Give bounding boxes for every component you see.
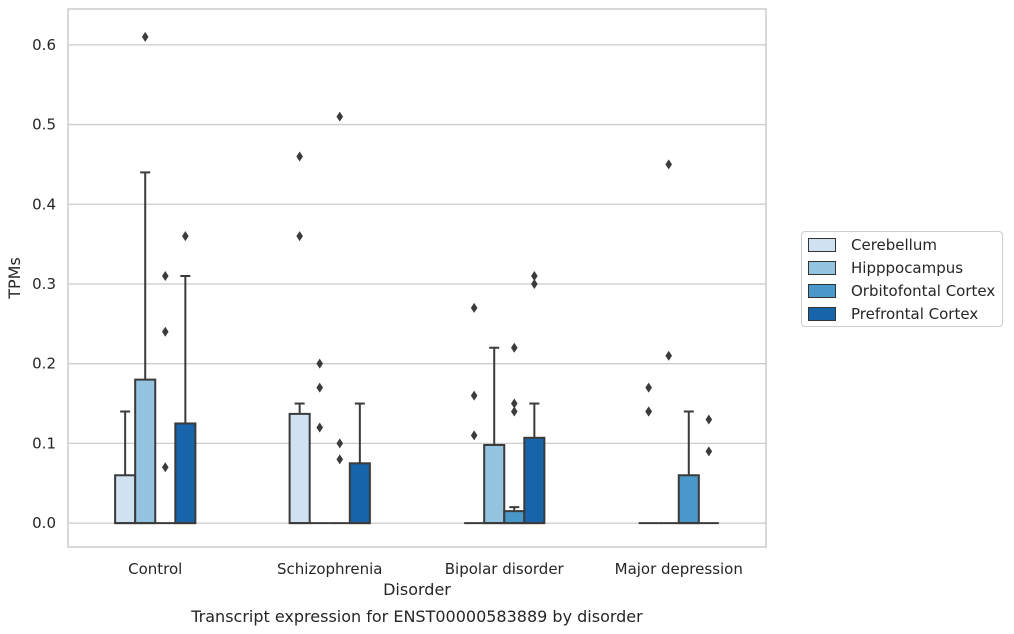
legend-item-prefrontal-cortex: Prefrontal Cortex [808, 303, 978, 325]
chart-title: Transcript expression for ENST0000058388… [190, 607, 643, 626]
legend-item-cerebellum: Cerebellum [808, 234, 937, 256]
outlier-point [182, 231, 189, 242]
box-element [288, 151, 311, 525]
outlier-point [665, 159, 673, 170]
box [483, 443, 506, 525]
outlier-point [531, 271, 538, 282]
box-element [464, 302, 485, 525]
outlier-point [336, 454, 344, 465]
box [677, 474, 700, 525]
box-element [483, 346, 506, 525]
box-element [523, 271, 546, 525]
series-orbitofontal-cortex [155, 111, 700, 525]
box-element [677, 410, 700, 525]
outlier-point [336, 438, 344, 449]
outlier-point [510, 398, 518, 409]
outlier-point [316, 382, 324, 393]
box-element [348, 402, 371, 525]
y-tick-label: 0.5 [32, 116, 56, 134]
outlier-point [470, 302, 478, 313]
y-tick-label: 0.6 [32, 36, 56, 54]
box [288, 412, 311, 525]
box [114, 474, 137, 525]
y-tick-label: 0.1 [32, 434, 56, 452]
legend-label: Orbitofontal Cortex [851, 282, 996, 300]
y-tick-label: 0.3 [32, 275, 56, 293]
outlier-point [141, 31, 149, 42]
series-hipppocampus [134, 31, 679, 525]
x-tick-label: Bipolar disorder [445, 560, 565, 578]
outlier-point [336, 111, 344, 122]
box-element [134, 31, 157, 525]
y-tick-labels: 0.0 0.1 0.2 0.3 0.4 0.5 0.6 [32, 36, 56, 532]
series-cerebellum [114, 151, 659, 525]
x-tick-label: Major depression [615, 560, 743, 578]
plot-frame [67, 8, 767, 548]
outlier-point [665, 350, 673, 361]
legend-swatch [808, 307, 836, 321]
box [174, 422, 197, 525]
outlier-point [470, 430, 478, 441]
outlier-point [161, 462, 169, 473]
box-element [503, 342, 526, 525]
box-element [698, 414, 719, 525]
legend-label: Cerebellum [851, 236, 937, 254]
y-tick-label: 0.4 [32, 195, 56, 213]
outlier-point [161, 271, 169, 282]
outlier-point [510, 342, 518, 353]
box-element [114, 410, 137, 525]
outlier-point [705, 414, 713, 425]
x-tick-label: Schizophrenia [277, 560, 382, 578]
box-series [114, 31, 719, 525]
legend-label: Hipppocampus [851, 259, 964, 277]
y-axis-title: TPMs [5, 257, 24, 300]
outlier-point [470, 390, 478, 401]
legend-label: Prefrontal Cortex [851, 305, 979, 323]
outlier-point [296, 231, 303, 242]
box [348, 462, 371, 525]
outlier-point [316, 358, 324, 369]
box-element [174, 231, 197, 525]
x-axis-title: Disorder [383, 580, 451, 599]
box-element [155, 271, 176, 525]
box-element [309, 358, 330, 525]
outlier-point [705, 446, 713, 457]
box-element [329, 111, 350, 525]
box [134, 378, 157, 525]
legend: Cerebellum Hipppocampus Orbitofontal Cor… [801, 231, 1003, 327]
outlier-point [161, 326, 169, 337]
legend-swatch [808, 238, 836, 252]
outlier-point [531, 278, 538, 289]
x-tick-labels: Control Schizophrenia Bipolar disorder Majo… [128, 560, 743, 578]
outlier-point [645, 406, 652, 417]
box-element [658, 159, 679, 525]
outlier-point [296, 151, 303, 162]
legend-item-orbitofrontal-cortex: Orbitofontal Cortex [808, 280, 995, 302]
y-tick-label: 0.2 [32, 355, 56, 373]
y-tick-label: 0.0 [32, 514, 56, 532]
box [523, 436, 546, 525]
outlier-point [316, 422, 324, 433]
legend-swatch [808, 261, 836, 275]
legend-swatch [808, 284, 836, 298]
box [503, 510, 526, 525]
box-element [638, 382, 659, 525]
legend-item-hippocampus: Hipppocampus [808, 257, 963, 279]
series-prefrontal-cortex [174, 231, 719, 525]
grid-lines [68, 44, 766, 524]
x-tick-label: Control [128, 560, 182, 578]
outlier-point [645, 382, 652, 393]
outlier-point [510, 406, 518, 417]
